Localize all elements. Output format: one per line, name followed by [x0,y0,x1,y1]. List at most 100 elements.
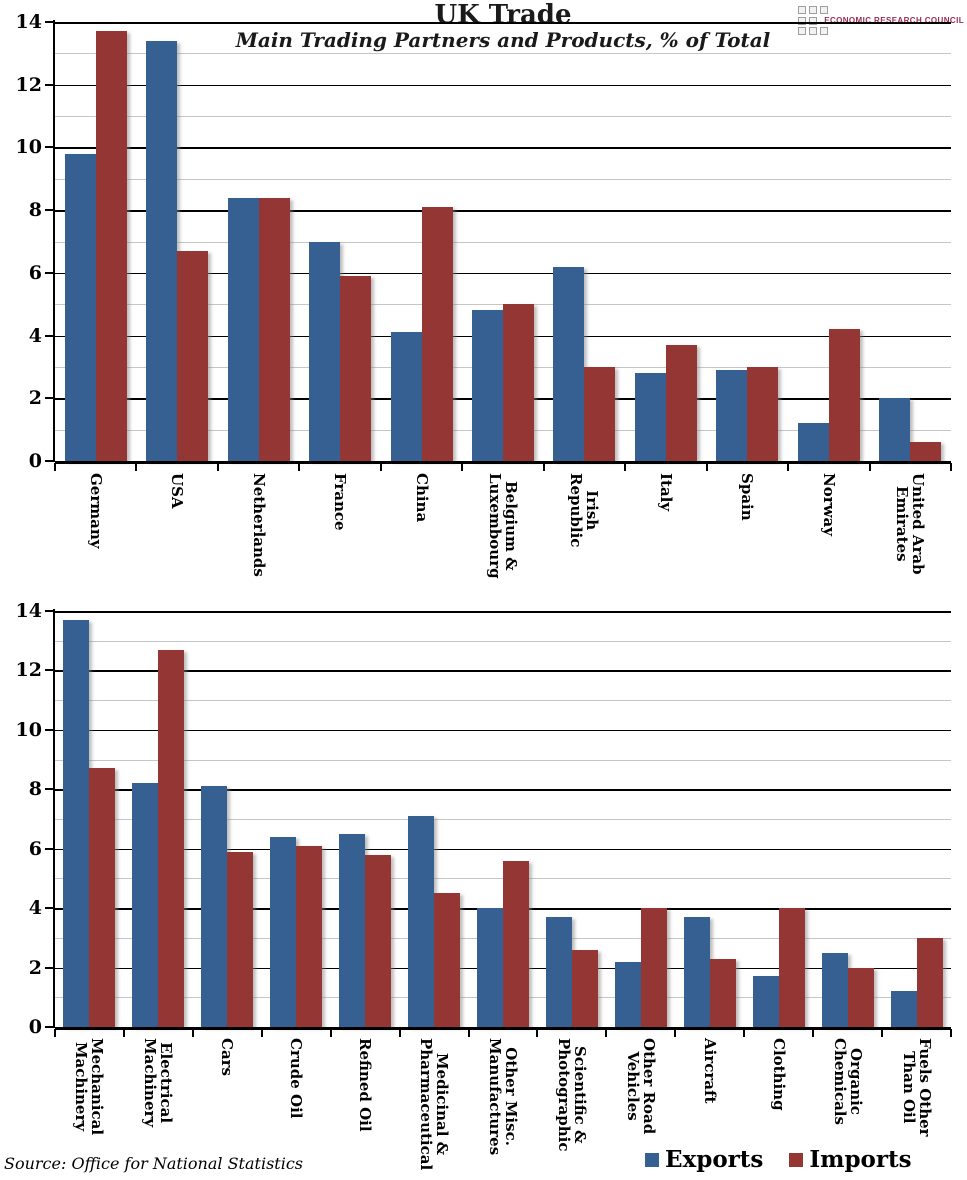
gridline-8 [55,210,951,212]
y-tick-label: 6 [28,261,42,284]
bar-imports-2 [258,197,290,461]
category-label: Spain [738,473,757,521]
category-label: Norway [819,473,838,536]
bar-exports-5 [408,816,435,1027]
x-tick-0 [54,1029,56,1037]
bar-imports-6 [584,366,616,461]
y-tick-6 [45,271,55,274]
bar-imports-9 [828,329,860,461]
erc-logo-text: ECONOMIC RESEARCH COUNCIL [824,16,964,25]
x-tick-4 [329,1029,332,1037]
x-tick-6 [542,463,545,471]
gridline-7 [55,241,951,243]
y-tick-2 [45,397,55,400]
gridline-11 [55,700,951,702]
bar-imports-2 [227,851,254,1027]
gridline-14 [55,22,951,24]
gridline-10 [55,729,951,732]
bar-exports-8 [614,961,641,1027]
gridline-14 [55,611,951,613]
y-tick-label: 2 [28,387,42,410]
gridline-13 [55,640,951,642]
erc-logo-row [798,27,964,35]
category-label: Crude Oil [287,1038,306,1119]
gridline-8 [55,789,951,791]
bar-exports-3 [309,241,341,461]
bar-exports-12 [890,991,917,1027]
exports-legend-label: Exports [665,1146,764,1173]
logo-square-icon [798,16,807,25]
category-label: United Arab Emirates [893,473,928,575]
x-tick-8 [605,1029,608,1037]
bar-exports-2 [201,786,228,1027]
category-label: USA [168,473,187,509]
y-tick-label: 2 [28,956,42,979]
x-tick-5 [461,463,464,471]
y-tick-0 [45,1026,55,1028]
bar-exports-7 [634,373,666,461]
y-axis [53,20,55,461]
bar-imports-4 [421,207,453,461]
category-label: Cars [218,1038,237,1077]
bar-exports-10 [879,398,911,461]
bar-imports-4 [365,854,392,1027]
category-label: Fuels Other Than Oil [899,1038,934,1137]
erc-logo-row [798,6,964,14]
gridline-13 [55,53,951,55]
x-tick-4 [379,463,382,471]
bar-imports-5 [503,304,534,461]
bar-exports-1 [146,40,178,461]
bar-imports-12 [916,937,943,1027]
bar-exports-8 [716,370,748,461]
y-tick-label: 8 [28,199,42,222]
x-tick-7 [624,463,627,471]
y-tick-8 [45,209,55,212]
erc-logo: ECONOMIC RESEARCH COUNCIL [798,6,964,37]
erc-logo-row: ECONOMIC RESEARCH COUNCIL [798,16,964,25]
x-tick-8 [705,463,708,471]
y-tick-label: 4 [28,897,42,920]
y-tick-4 [45,907,55,910]
bar-imports-3 [340,275,372,461]
x-axis [55,1027,951,1030]
bar-exports-0 [64,153,96,461]
gridline-6 [55,848,951,851]
bar-exports-2 [227,197,259,461]
bar-imports-5 [434,893,461,1027]
chart-legend: Exports Imports [645,1147,912,1173]
chart-header: UK Trade Main Trading Partners and Produ… [55,1,951,51]
x-tick-13 [950,1029,952,1037]
category-label: Mechanical Machinery [72,1038,107,1136]
category-label: France [331,473,350,531]
category-label: Electrical Machinery [141,1038,176,1128]
chart-subtitle: Main Trading Partners and Products, % of… [235,28,771,52]
category-label: Aircraft [700,1038,719,1104]
logo-square-icon [798,27,807,35]
y-tick-0 [45,460,55,462]
y-tick-8 [45,788,55,791]
y-tick-12 [45,669,55,672]
x-tick-9 [674,1029,677,1037]
gridline-11 [55,116,951,118]
logo-square-icon [820,27,829,35]
x-tick-5 [398,1029,401,1037]
gridline-12 [55,84,951,87]
category-label: Medicinal & Pharmaceutical [417,1038,452,1171]
x-tick-10 [743,1029,746,1037]
y-tick-label: 0 [28,1016,42,1038]
x-tick-12 [881,1029,884,1037]
x-tick-10 [868,463,871,471]
gridline-7 [55,819,951,820]
y-tick-label: 8 [28,778,42,801]
source-note: Source: Office for National Statistics [4,1154,303,1173]
gridline-6 [55,272,951,275]
y-tick-12 [45,83,55,86]
category-label: Clothing [769,1038,788,1111]
bar-exports-6 [477,908,503,1027]
y-tick-label: 10 [15,136,42,159]
x-axis [55,461,951,464]
bar-exports-0 [63,619,90,1027]
bar-exports-5 [472,310,503,461]
bar-imports-11 [847,967,874,1027]
